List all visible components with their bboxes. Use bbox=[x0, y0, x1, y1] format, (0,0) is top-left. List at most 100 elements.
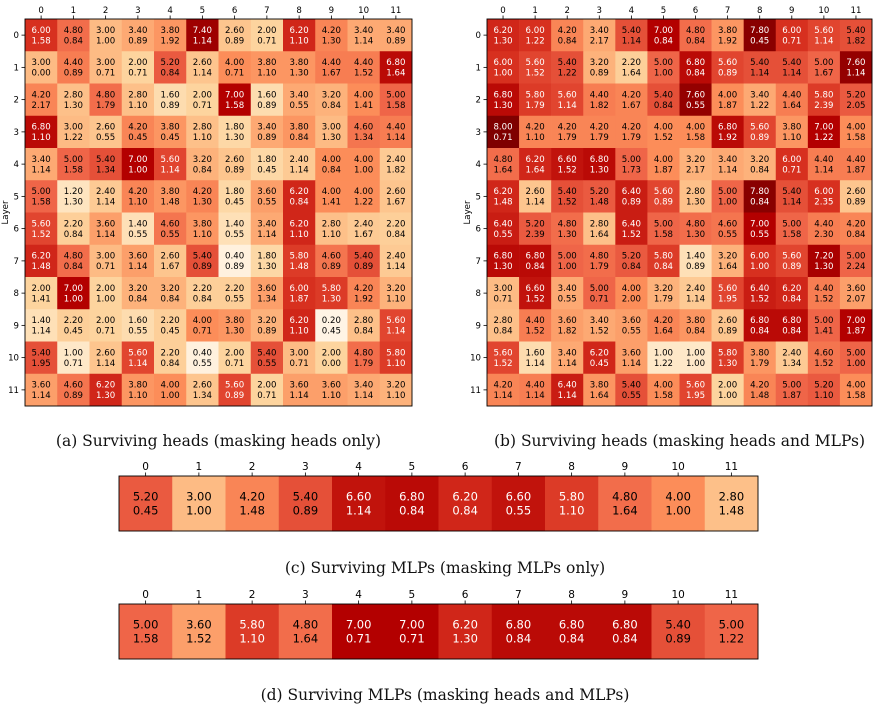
heatmap-cell bbox=[647, 341, 680, 375]
heatmap-cell bbox=[347, 277, 381, 310]
cell-std-label: 0.84 bbox=[558, 36, 577, 46]
heatmap-cell bbox=[186, 115, 219, 149]
cell-std-label: 0.89 bbox=[64, 391, 83, 401]
cell-std-label: 1.30 bbox=[493, 36, 512, 46]
cell-std-label: 0.89 bbox=[225, 391, 244, 401]
cell-std-label: 2.07 bbox=[846, 294, 865, 304]
cell-std-label: 1.30 bbox=[814, 262, 833, 272]
cell-std-label: 1.52 bbox=[526, 294, 545, 304]
heatmap-cell bbox=[679, 309, 712, 342]
heatmap-cell bbox=[583, 83, 616, 117]
cell-std-label: 0.55 bbox=[506, 504, 532, 518]
heatmap-panel-1: 6.201.306.001.224.200.843.402.175.401.14… bbox=[463, 6, 873, 450]
cell-std-label: 1.14 bbox=[558, 101, 577, 111]
cell-mean-label: 1.40 bbox=[225, 219, 244, 229]
cell-mean-label: 3.80 bbox=[193, 219, 212, 229]
heatmap-cell bbox=[379, 19, 413, 52]
heatmap-cell bbox=[218, 212, 252, 246]
heatmap-cell bbox=[154, 19, 187, 52]
heatmap-cell bbox=[154, 115, 187, 149]
cell-mean-label: 4.00 bbox=[654, 123, 673, 133]
cell-std-label: 1.95 bbox=[32, 359, 51, 369]
heatmap-cell bbox=[250, 373, 284, 407]
cell-std-label: 0.89 bbox=[386, 36, 405, 46]
cell-std-label: 0.71 bbox=[96, 69, 115, 79]
cell-std-label: 1.10 bbox=[239, 632, 265, 646]
cell-mean-label: 5.40 bbox=[32, 348, 51, 358]
heatmap-cell bbox=[89, 373, 123, 407]
cell-mean-label: 3.40 bbox=[590, 26, 609, 36]
cell-mean-label: 4.80 bbox=[590, 252, 609, 262]
cell-std-label: 1.64 bbox=[622, 69, 641, 79]
cell-std-label: 1.14 bbox=[686, 294, 705, 304]
x-tick-label: 3 bbox=[302, 461, 309, 473]
heatmap-panel-3: 5.001.583.601.525.801.104.801.647.000.71… bbox=[118, 589, 759, 704]
heatmap-cell bbox=[487, 244, 520, 278]
cell-std-label: 1.79 bbox=[654, 294, 673, 304]
heatmap-cell bbox=[347, 244, 381, 278]
cell-mean-label: 4.40 bbox=[354, 58, 373, 68]
y-tick-label: 2 bbox=[14, 96, 19, 106]
heatmap-cell bbox=[743, 244, 777, 278]
heatmap-cell bbox=[57, 115, 90, 149]
cell-mean-label: 4.20 bbox=[558, 123, 577, 133]
cell-std-label: 1.34 bbox=[354, 133, 373, 143]
cell-mean-label: 5.80 bbox=[526, 90, 545, 100]
cell-std-label: 1.34 bbox=[257, 294, 276, 304]
cell-std-label: 1.10 bbox=[193, 230, 212, 240]
heatmap-cell bbox=[250, 19, 284, 52]
cell-std-label: 1.58 bbox=[225, 101, 244, 111]
heatmap-cell bbox=[121, 212, 155, 246]
heatmap-cell bbox=[651, 476, 706, 532]
cell-mean-label: 6.60 bbox=[526, 284, 545, 294]
heatmap-cell bbox=[89, 244, 123, 278]
cell-std-label: 1.14 bbox=[750, 69, 769, 79]
cell-mean-label: 5.40 bbox=[257, 348, 276, 358]
cell-std-label: 1.30 bbox=[96, 391, 115, 401]
cell-std-label: 1.22 bbox=[719, 632, 745, 646]
cell-std-label: 1.64 bbox=[526, 165, 545, 175]
cell-mean-label: 5.60 bbox=[32, 219, 51, 229]
heatmap-cell bbox=[315, 19, 348, 52]
cell-mean-label: 3.60 bbox=[96, 219, 115, 229]
cell-mean-label: 2.80 bbox=[719, 490, 745, 504]
heatmap-cell bbox=[172, 476, 226, 532]
heatmap-cell bbox=[57, 212, 90, 246]
cell-mean-label: 6.20 bbox=[290, 26, 309, 36]
cell-mean-label: 2.40 bbox=[386, 155, 405, 165]
cell-mean-label: 5.60 bbox=[526, 58, 545, 68]
heatmap-cell bbox=[775, 373, 809, 407]
heatmap-cell bbox=[647, 51, 680, 84]
heatmap-cell bbox=[704, 476, 759, 532]
cell-mean-label: 4.00 bbox=[718, 90, 737, 100]
heatmap-cell bbox=[119, 604, 173, 660]
cell-mean-label: 5.00 bbox=[32, 187, 51, 197]
cell-mean-label: 5.40 bbox=[293, 490, 319, 504]
cell-std-label: 0.55 bbox=[257, 359, 276, 369]
cell-mean-label: 2.00 bbox=[322, 348, 341, 358]
heatmap-cell bbox=[172, 604, 226, 660]
cell-mean-label: 3.40 bbox=[290, 90, 309, 100]
heatmap-cell bbox=[57, 19, 90, 52]
heatmap-cell bbox=[519, 83, 552, 117]
cell-std-label: 1.00 bbox=[718, 198, 737, 208]
heatmap-cell bbox=[551, 341, 584, 375]
cell-std-label: 1.58 bbox=[32, 198, 51, 208]
heatmap-cell bbox=[283, 244, 316, 278]
cell-mean-label: 3.40 bbox=[128, 26, 147, 36]
cell-std-label: 0.71 bbox=[64, 359, 83, 369]
cell-std-label: 1.00 bbox=[718, 391, 737, 401]
heatmap-cell bbox=[385, 604, 439, 660]
cell-std-label: 0.71 bbox=[493, 294, 512, 304]
cell-mean-label: 6.80 bbox=[506, 618, 532, 632]
cell-mean-label: 3.60 bbox=[32, 381, 51, 391]
cell-mean-label: 7.00 bbox=[654, 26, 673, 36]
cell-mean-label: 3.20 bbox=[386, 381, 405, 391]
heatmap-cell bbox=[743, 148, 777, 181]
heatmap-cell bbox=[807, 309, 841, 342]
cell-mean-label: 6.80 bbox=[782, 316, 801, 326]
heatmap-cell bbox=[250, 83, 284, 117]
cell-mean-label: 6.20 bbox=[493, 187, 512, 197]
heatmap-cell bbox=[583, 180, 616, 213]
cell-std-label: 1.95 bbox=[686, 391, 705, 401]
